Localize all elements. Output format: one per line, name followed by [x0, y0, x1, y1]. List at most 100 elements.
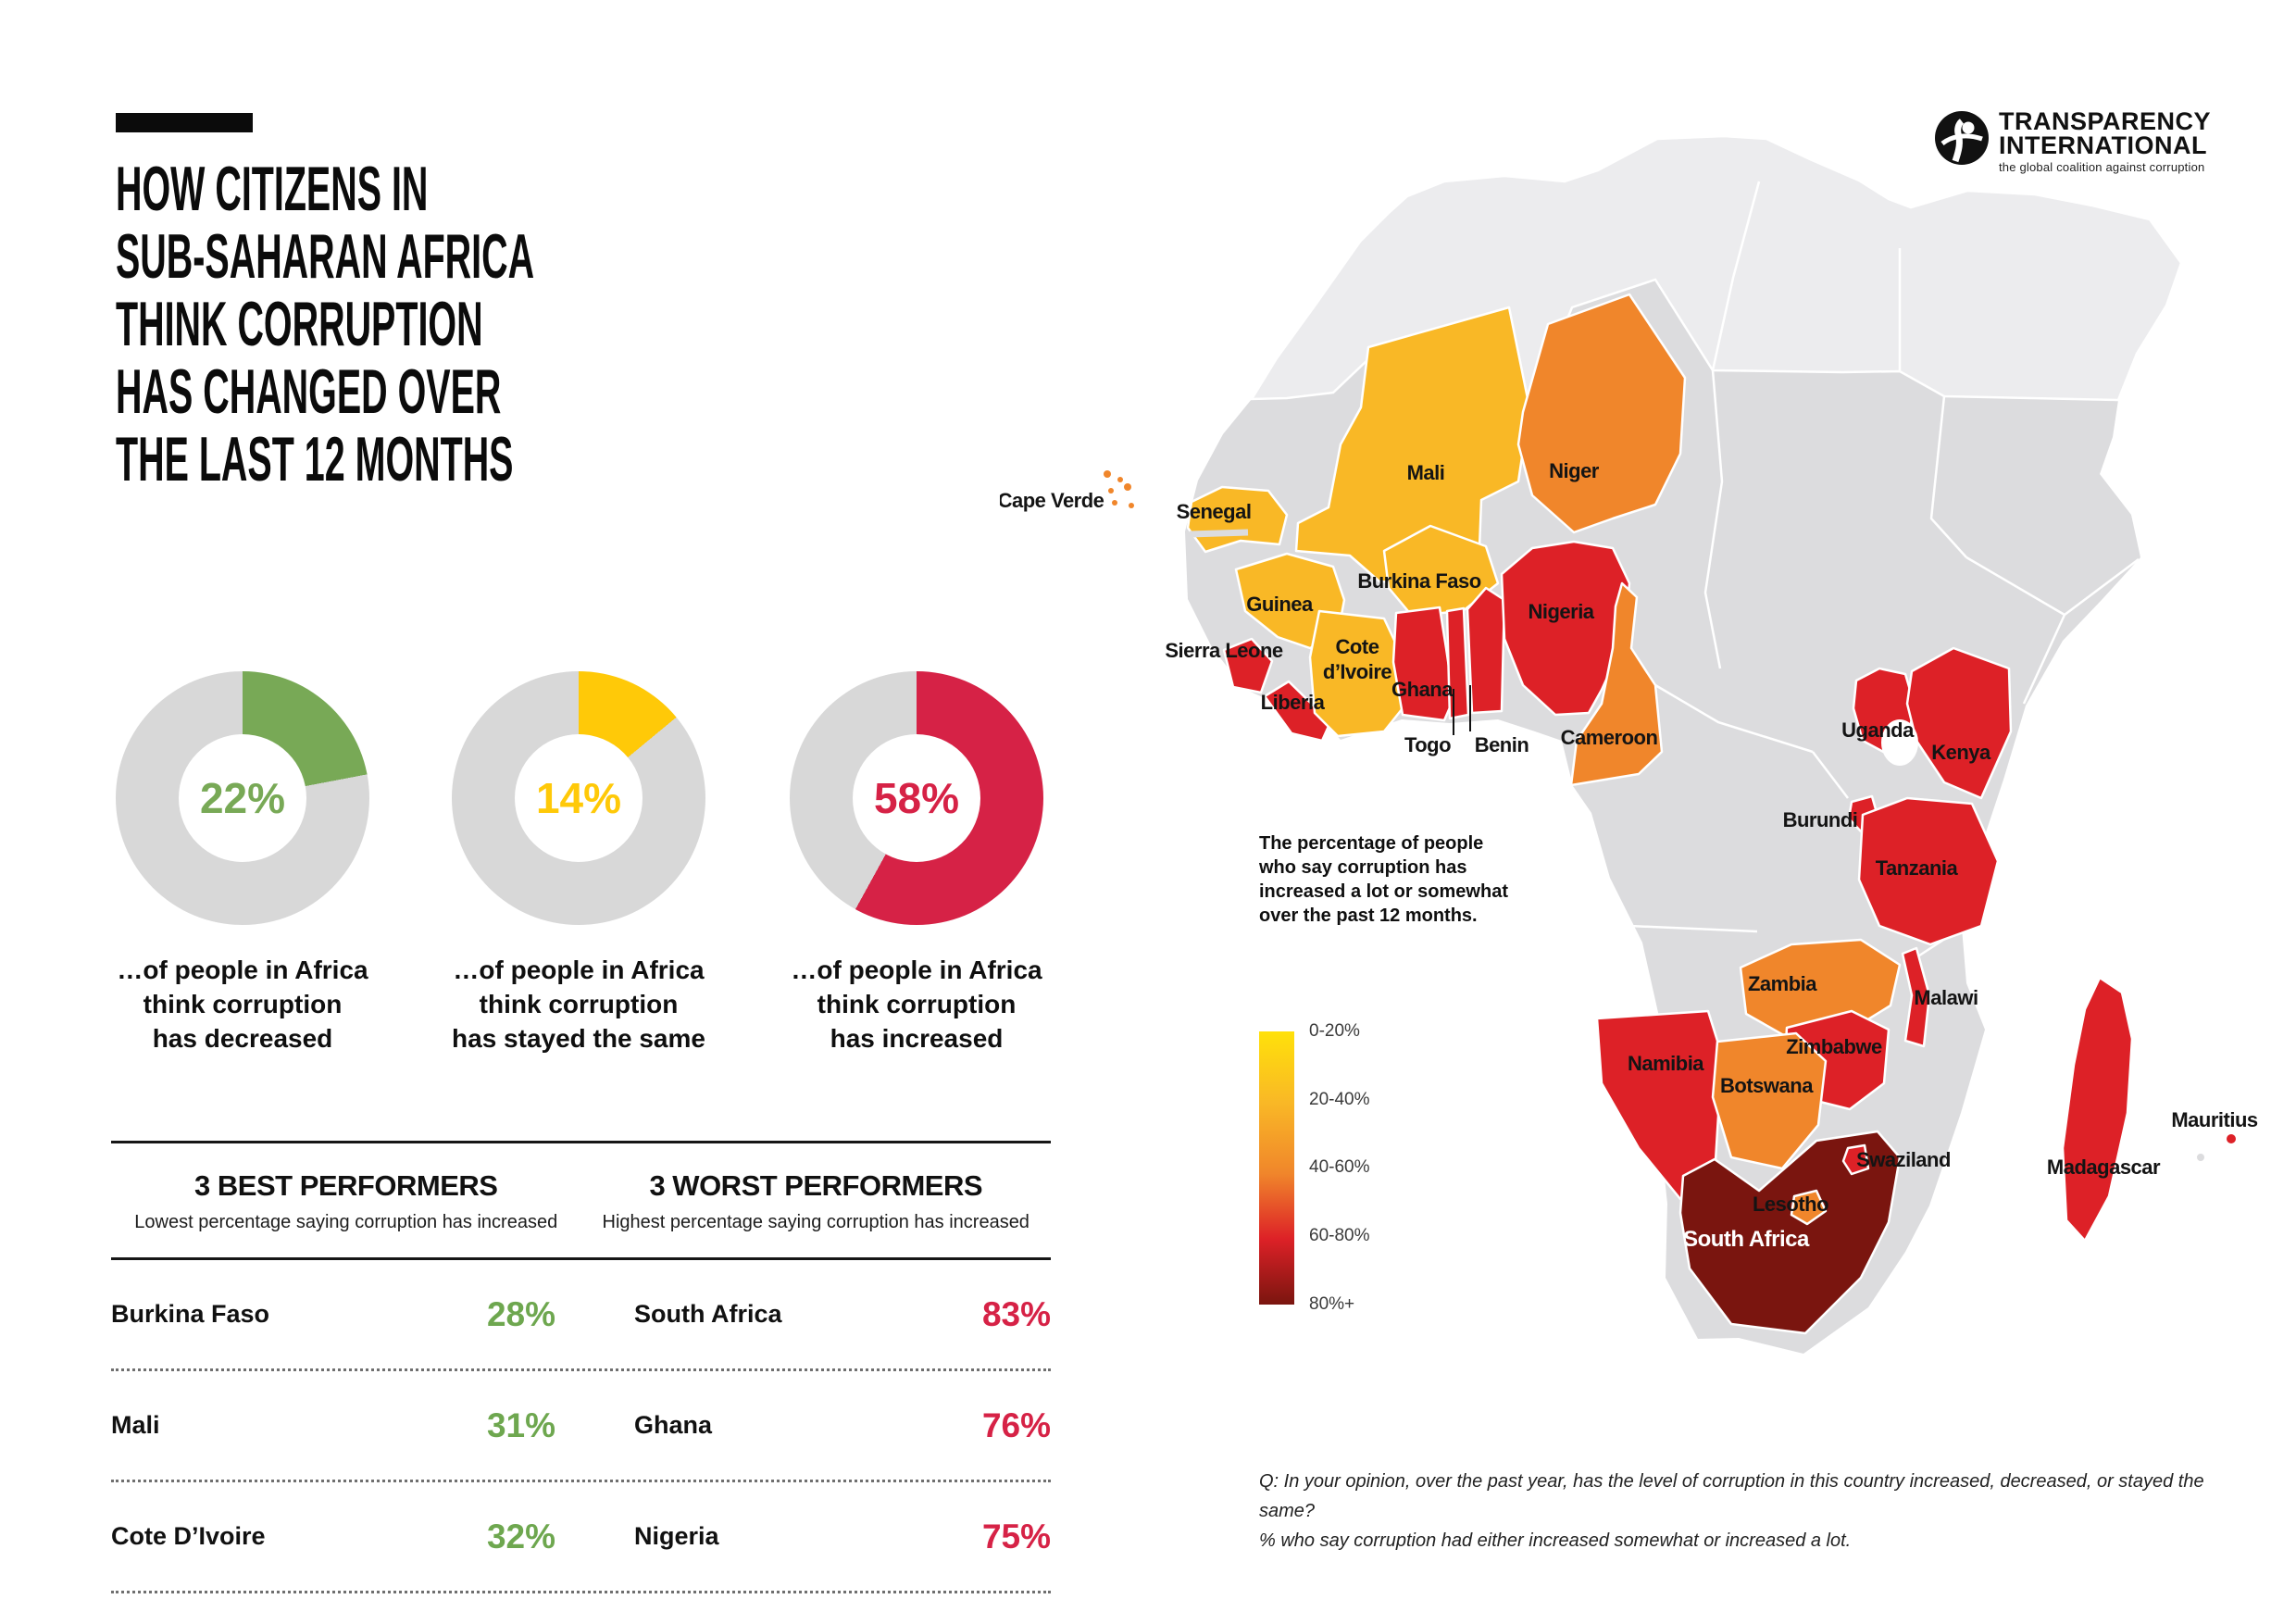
donut-hole: [853, 734, 980, 862]
legend-scale: 0-20% 20-40% 40-60% 60-80% 80%+: [1259, 928, 1565, 1317]
map-label-senegal: Senegal: [1177, 500, 1252, 523]
map-label-liberia: Liberia: [1261, 691, 1326, 714]
donut-caption: …of people in Africa think corruption ha…: [117, 956, 368, 1053]
africa-choropleth-map: Cape Verde Senegal Mali Niger Guinea Bur…: [1000, 134, 2258, 1354]
best-value: 31%: [486, 1405, 555, 1444]
map-legend: The percentage of people who say corrupt…: [1259, 831, 1565, 1317]
table-rule-top: [111, 1141, 1051, 1143]
map-label-cote-divoire-1: Cote: [1336, 635, 1379, 658]
map-label-zambia: Zambia: [1748, 972, 1817, 995]
mauritius-island: [2227, 1134, 2236, 1143]
table-row: Burkina Faso 28% South Africa 83%: [111, 1260, 1051, 1371]
best-country: Burkina Faso: [111, 1300, 270, 1328]
table-rule-mid: [111, 1257, 1051, 1260]
donut-value: 22%: [199, 774, 286, 822]
country-sierra-leone: [1222, 637, 1274, 694]
map-label-cameroon: Cameroon: [1561, 726, 1658, 749]
map-label-uganda: Uganda: [1841, 718, 1915, 742]
title-line: HAS CHANGED OVER: [116, 356, 502, 427]
worst-performers-heading: 3 WORST PERFORMERS: [649, 1169, 983, 1202]
donut-caption: …of people in Africa think corruption ha…: [791, 956, 1042, 1053]
legend-tick: 80%+: [1309, 1294, 1355, 1314]
worst-country: Nigeria: [634, 1522, 719, 1550]
survey-question-note: Q: In your opinion, over the past year, …: [1259, 1471, 2204, 1551]
map-label-cote-divoire-2: d’Ivoire: [1323, 660, 1392, 683]
donut-hole: [515, 734, 643, 862]
map-label-mali: Mali: [1407, 461, 1445, 484]
legend-title: The percentage of people who say corrupt…: [1259, 833, 1508, 926]
country-border: [1812, 751, 1849, 799]
map-label-mauritius: Mauritius: [2171, 1108, 2258, 1131]
donut-chart-stayed-same: 14% …of people in Africa think corruptio…: [452, 671, 705, 1056]
table-row: Cote D’Ivoire 32% Nigeria 75%: [111, 1482, 1051, 1593]
map-label-burkina-faso: Burkina Faso: [1357, 569, 1480, 593]
map-label-malawi: Malawi: [1914, 986, 1978, 1009]
country-togo: [1445, 606, 1470, 720]
worst-value: 83%: [981, 1294, 1051, 1333]
map-label-namibia: Namibia: [1628, 1052, 1704, 1075]
map-label-nigeria: Nigeria: [1528, 600, 1594, 623]
country-lesotho: [1790, 1189, 1828, 1226]
country-madagascar: [2061, 976, 2134, 1243]
reunion-island: [2197, 1154, 2204, 1161]
map-label-ghana: Ghana: [1391, 678, 1454, 701]
donut-value: 58%: [873, 774, 960, 822]
country-border: [2022, 614, 2066, 705]
title-accent-bar: [116, 113, 253, 132]
title-line: HOW CITIZENS IN: [116, 154, 429, 224]
country-border: [1929, 395, 1967, 558]
map-label-zimbabwe: Zimbabwe: [1786, 1035, 1882, 1058]
worst-value: 75%: [981, 1517, 1051, 1555]
page-title: HOW CITIZENS IN SUB-SAHARAN AFRICA THINK…: [116, 156, 534, 493]
performers-table: 3 BEST PERFORMERS Lowest percentage sayi…: [111, 1141, 1051, 1593]
map-label-tanzania: Tanzania: [1876, 856, 1959, 880]
legend-tick: 0-20%: [1309, 1021, 1360, 1041]
best-value: 32%: [486, 1517, 555, 1555]
title-line: SUB-SAHARAN AFRICA: [116, 221, 535, 292]
table-headers: 3 BEST PERFORMERS Lowest percentage sayi…: [111, 1143, 1051, 1257]
donut-ring: 22%: [116, 671, 369, 925]
best-value: 28%: [486, 1294, 555, 1333]
country-south-africa: [1678, 1130, 1902, 1335]
map-label-guinea: Guinea: [1246, 593, 1314, 616]
country-malawi: [1901, 946, 1931, 1048]
map-label-burundi: Burundi: [1783, 808, 1858, 831]
legend-tick: 20-40%: [1309, 1090, 1370, 1109]
table-row: Mali 31% Ghana 76%: [111, 1371, 1051, 1482]
donut-chart-decreased: 22% …of people in Africa think corruptio…: [116, 671, 369, 1056]
legend-gradient-bar: [1259, 1031, 1294, 1305]
legend-tick: 40-60%: [1309, 1157, 1370, 1177]
map-label-niger: Niger: [1549, 459, 1600, 482]
country-cameroon: [1569, 581, 1664, 787]
map-label-botswana: Botswana: [1720, 1074, 1814, 1097]
map-label-swaziland: Swaziland: [1856, 1148, 1951, 1171]
country-zambia: [1739, 938, 1902, 1039]
country-border: [1703, 369, 1724, 669]
country-border: [1654, 683, 1814, 754]
donut-value: 14%: [535, 774, 622, 822]
country-niger: [1516, 293, 1687, 534]
best-country: Mali: [111, 1411, 160, 1439]
title-line: THINK CORRUPTION: [116, 289, 483, 359]
country-kenya: [1905, 646, 2013, 800]
best-performers-heading: 3 BEST PERFORMERS: [194, 1169, 498, 1202]
donut-ring: 58%: [790, 671, 1043, 925]
worst-country: South Africa: [634, 1300, 782, 1328]
country-swaziland: [1841, 1143, 1870, 1176]
country-tanzania: [1857, 796, 2000, 946]
donut-caption: …of people in Africa think corruption ha…: [452, 956, 705, 1053]
donut-hole: [179, 734, 306, 862]
map-label-benin: Benin: [1475, 733, 1529, 756]
worst-country: Ghana: [634, 1411, 713, 1439]
worst-performers-subheading: Highest percentage saying corruption has…: [602, 1212, 1029, 1232]
map-label-cape-verde: Cape Verde: [1000, 489, 1104, 512]
country-border: [1628, 924, 1758, 933]
logo-tagline: the global coalition against corruption: [1999, 160, 2205, 174]
worst-value: 76%: [981, 1405, 1051, 1444]
country-liberia: [1263, 680, 1332, 743]
logo-line1: TRANSPARENCY: [1999, 107, 2212, 135]
donut-ring: 14%: [452, 671, 705, 925]
logo-line2: INTERNATIONAL: [1999, 131, 2207, 159]
globe-icon: [1935, 111, 1989, 165]
